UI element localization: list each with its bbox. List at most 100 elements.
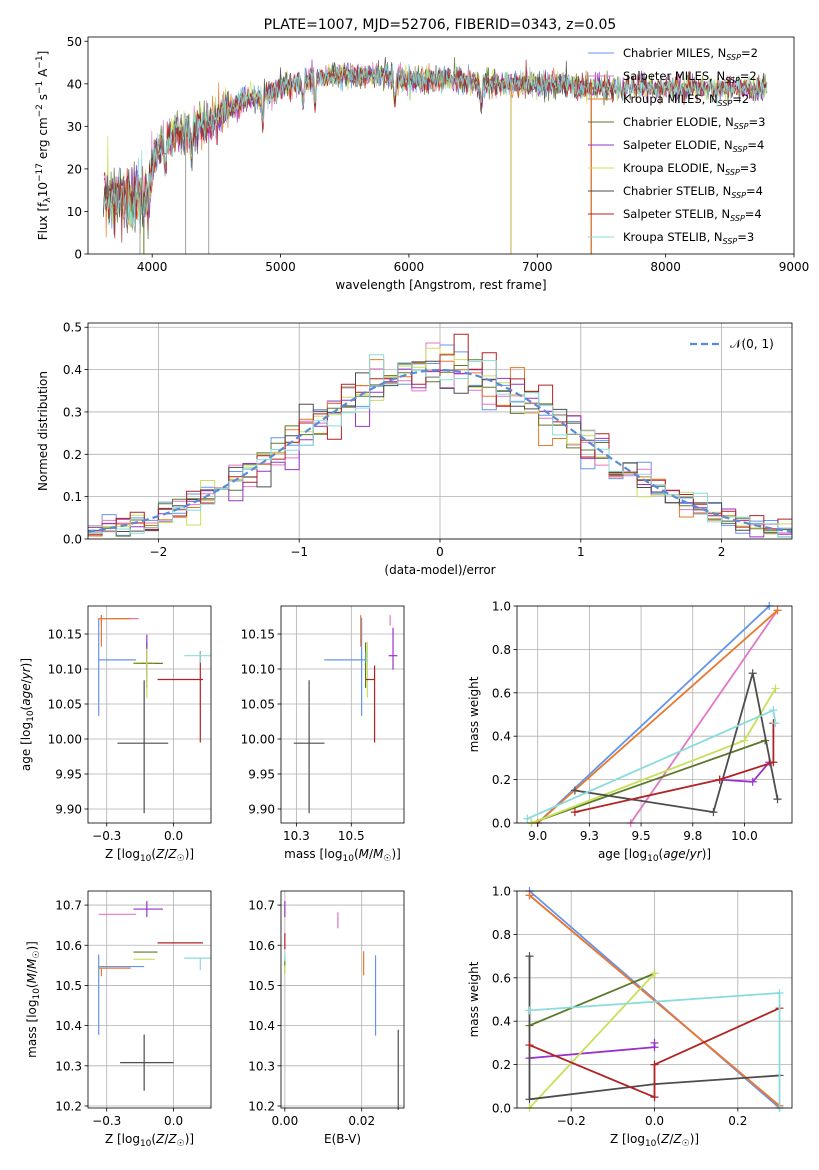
weight-marker	[740, 736, 749, 745]
y-tick-label: 0.4	[492, 730, 511, 744]
legend-label-text: Kroupa STELIB, N	[623, 230, 723, 244]
x-tick-label: 10.0	[731, 829, 758, 843]
y-tick-label: 9.90	[55, 803, 82, 817]
y-tick-label: 10.3	[55, 1059, 82, 1073]
weight-line-3	[537, 609, 779, 824]
y-tick-label: 1.0	[492, 885, 511, 899]
x-tick-label: 2	[718, 545, 726, 559]
y-tick-label: 10.00	[48, 733, 82, 747]
y-tick-label: 10.3	[248, 1059, 275, 1073]
errorbar-point-8	[365, 665, 376, 743]
x-tick-label: 6000	[394, 260, 425, 274]
y-tick-label: 9.90	[248, 803, 275, 817]
legend-label-text: Chabrier MILES, N	[623, 46, 726, 60]
errorbar-point-3	[98, 967, 131, 977]
errorbar-point-6	[133, 648, 155, 698]
x-axis-label: mass [log10(M/M☉)]	[284, 847, 401, 864]
legend-label-sub: SSP	[725, 168, 740, 177]
y-tick-label: 0.5	[63, 321, 82, 335]
weight-line-1	[537, 605, 770, 824]
y-tick-label: 0.3	[63, 405, 82, 419]
legend-label-text: Kroupa ELODIE, N	[623, 161, 725, 175]
legend-label-sub: SSP	[733, 145, 748, 154]
legend-label-suffix: =4	[747, 138, 764, 152]
y-axis-label: Flux [fλ10−17 erg cm−2 s−1 A−1]	[35, 51, 53, 241]
y-tick-label: 10.5	[55, 979, 82, 993]
weight-line-6	[528, 972, 656, 1109]
y-tick-label: 10.10	[48, 663, 82, 677]
y-tick-label: 10.15	[241, 628, 275, 642]
weight-marker	[748, 669, 757, 678]
y-tick-label: 0.8	[492, 928, 511, 942]
legend-label: Kroupa MILES, NSSP=2	[623, 92, 749, 108]
legend-label-text: Chabrier ELODIE, N	[623, 115, 734, 129]
panel-weight-vs-age: 9.0 9.3 9.5 9.8 10.0 0.0 0.2 0.4 0.6 0.8 1.0 age [l…	[467, 600, 793, 864]
spectrum-line-2	[103, 61, 589, 231]
errorbar-point-1	[98, 954, 145, 1035]
legend-label: Salpeter MILES, NSSP=2	[623, 69, 757, 85]
weight-marker	[769, 758, 778, 767]
y-tick-label: 0.6	[492, 971, 511, 985]
y-tick-label: 0.1	[63, 490, 82, 504]
x-tick-label: 9.3	[580, 829, 599, 843]
y-tick-label: 9.95	[248, 768, 275, 782]
x-tick-label: 0.2	[728, 1114, 747, 1128]
errorbar-point-3	[98, 615, 131, 647]
plot-area	[293, 615, 398, 814]
x-axis-label: Z [log10(Z/Z☉)]	[105, 1132, 194, 1149]
normal-legend-label: 𝒩(0, 1)	[730, 337, 774, 351]
x-tick-label: 9000	[779, 260, 810, 274]
legend-label: Kroupa ELODIE, NSSP=3	[623, 161, 757, 177]
plot-area	[98, 615, 211, 814]
legend-label-sub: SSP	[725, 76, 740, 85]
x-axis-label: Z [log10(Z/Z☉)]	[105, 847, 194, 864]
weight-marker	[773, 795, 782, 804]
x-tick-label: 0.0	[645, 1114, 664, 1128]
weight-marker	[775, 988, 784, 997]
weight-marker	[570, 786, 579, 795]
weight-line-8	[529, 1007, 780, 1099]
x-axis-label: Z [log10(Z/Z☉)]	[610, 1132, 699, 1149]
x-tick-label: −2	[150, 545, 168, 559]
legend-label-sub: SSP	[723, 237, 738, 246]
x-tick-label: 9.5	[632, 829, 651, 843]
errorbar-point-7	[293, 680, 325, 814]
x-tick-label: 9.0	[528, 829, 547, 843]
legend-label: Chabrier MILES, NSSP=2	[623, 46, 758, 62]
y-tick-label: 10.6	[55, 939, 82, 953]
axes-frame	[516, 605, 793, 824]
figure-title: PLATE=1007, MJD=52706, FIBERID=0343, z=0…	[264, 17, 617, 33]
y-tick-label: 10.05	[241, 698, 275, 712]
axes-frame	[280, 890, 405, 1109]
weight-marker	[748, 777, 757, 786]
x-axis-label: (data-model)/error	[384, 563, 495, 577]
legend-label: Salpeter STELIB, NSSP=4	[623, 207, 762, 223]
y-tick-label: 0.0	[492, 817, 511, 831]
legend-label-suffix: =3	[737, 230, 754, 244]
weight-marker	[525, 1095, 534, 1104]
legend-label-suffix: =2	[732, 92, 749, 106]
weight-line-4	[531, 739, 766, 824]
errorbar-point-5	[388, 627, 398, 670]
weight-marker	[525, 1041, 534, 1050]
y-tick-label: 50	[67, 35, 82, 49]
errorbar-point-9	[184, 957, 211, 971]
y-tick-label: 10	[67, 205, 82, 219]
y-axis-label: Normed distribution	[36, 371, 50, 491]
x-tick-label: 10.3	[283, 829, 310, 843]
y-axis-label: mass weight	[467, 676, 481, 752]
y-tick-label: 10.00	[241, 733, 275, 747]
weight-marker	[769, 706, 778, 715]
legend-label-suffix: =3	[740, 161, 757, 175]
x-tick-label: 1	[577, 545, 585, 559]
y-tick-label: 0.6	[492, 686, 511, 700]
weight-marker	[650, 1038, 659, 1047]
plot-area	[523, 602, 782, 827]
panel-age-vs-mass: 10.3 10.5 9.90 9.95 10.00 10.05 10.10 10.15 mass…	[241, 605, 405, 864]
y-tick-label: 0.0	[63, 533, 82, 547]
x-tick-label: 9.8	[683, 829, 702, 843]
plot-area	[103, 56, 768, 254]
weight-marker	[771, 719, 780, 728]
x-axis-label: E(B-V)	[324, 1132, 361, 1146]
weight-marker	[771, 684, 780, 693]
